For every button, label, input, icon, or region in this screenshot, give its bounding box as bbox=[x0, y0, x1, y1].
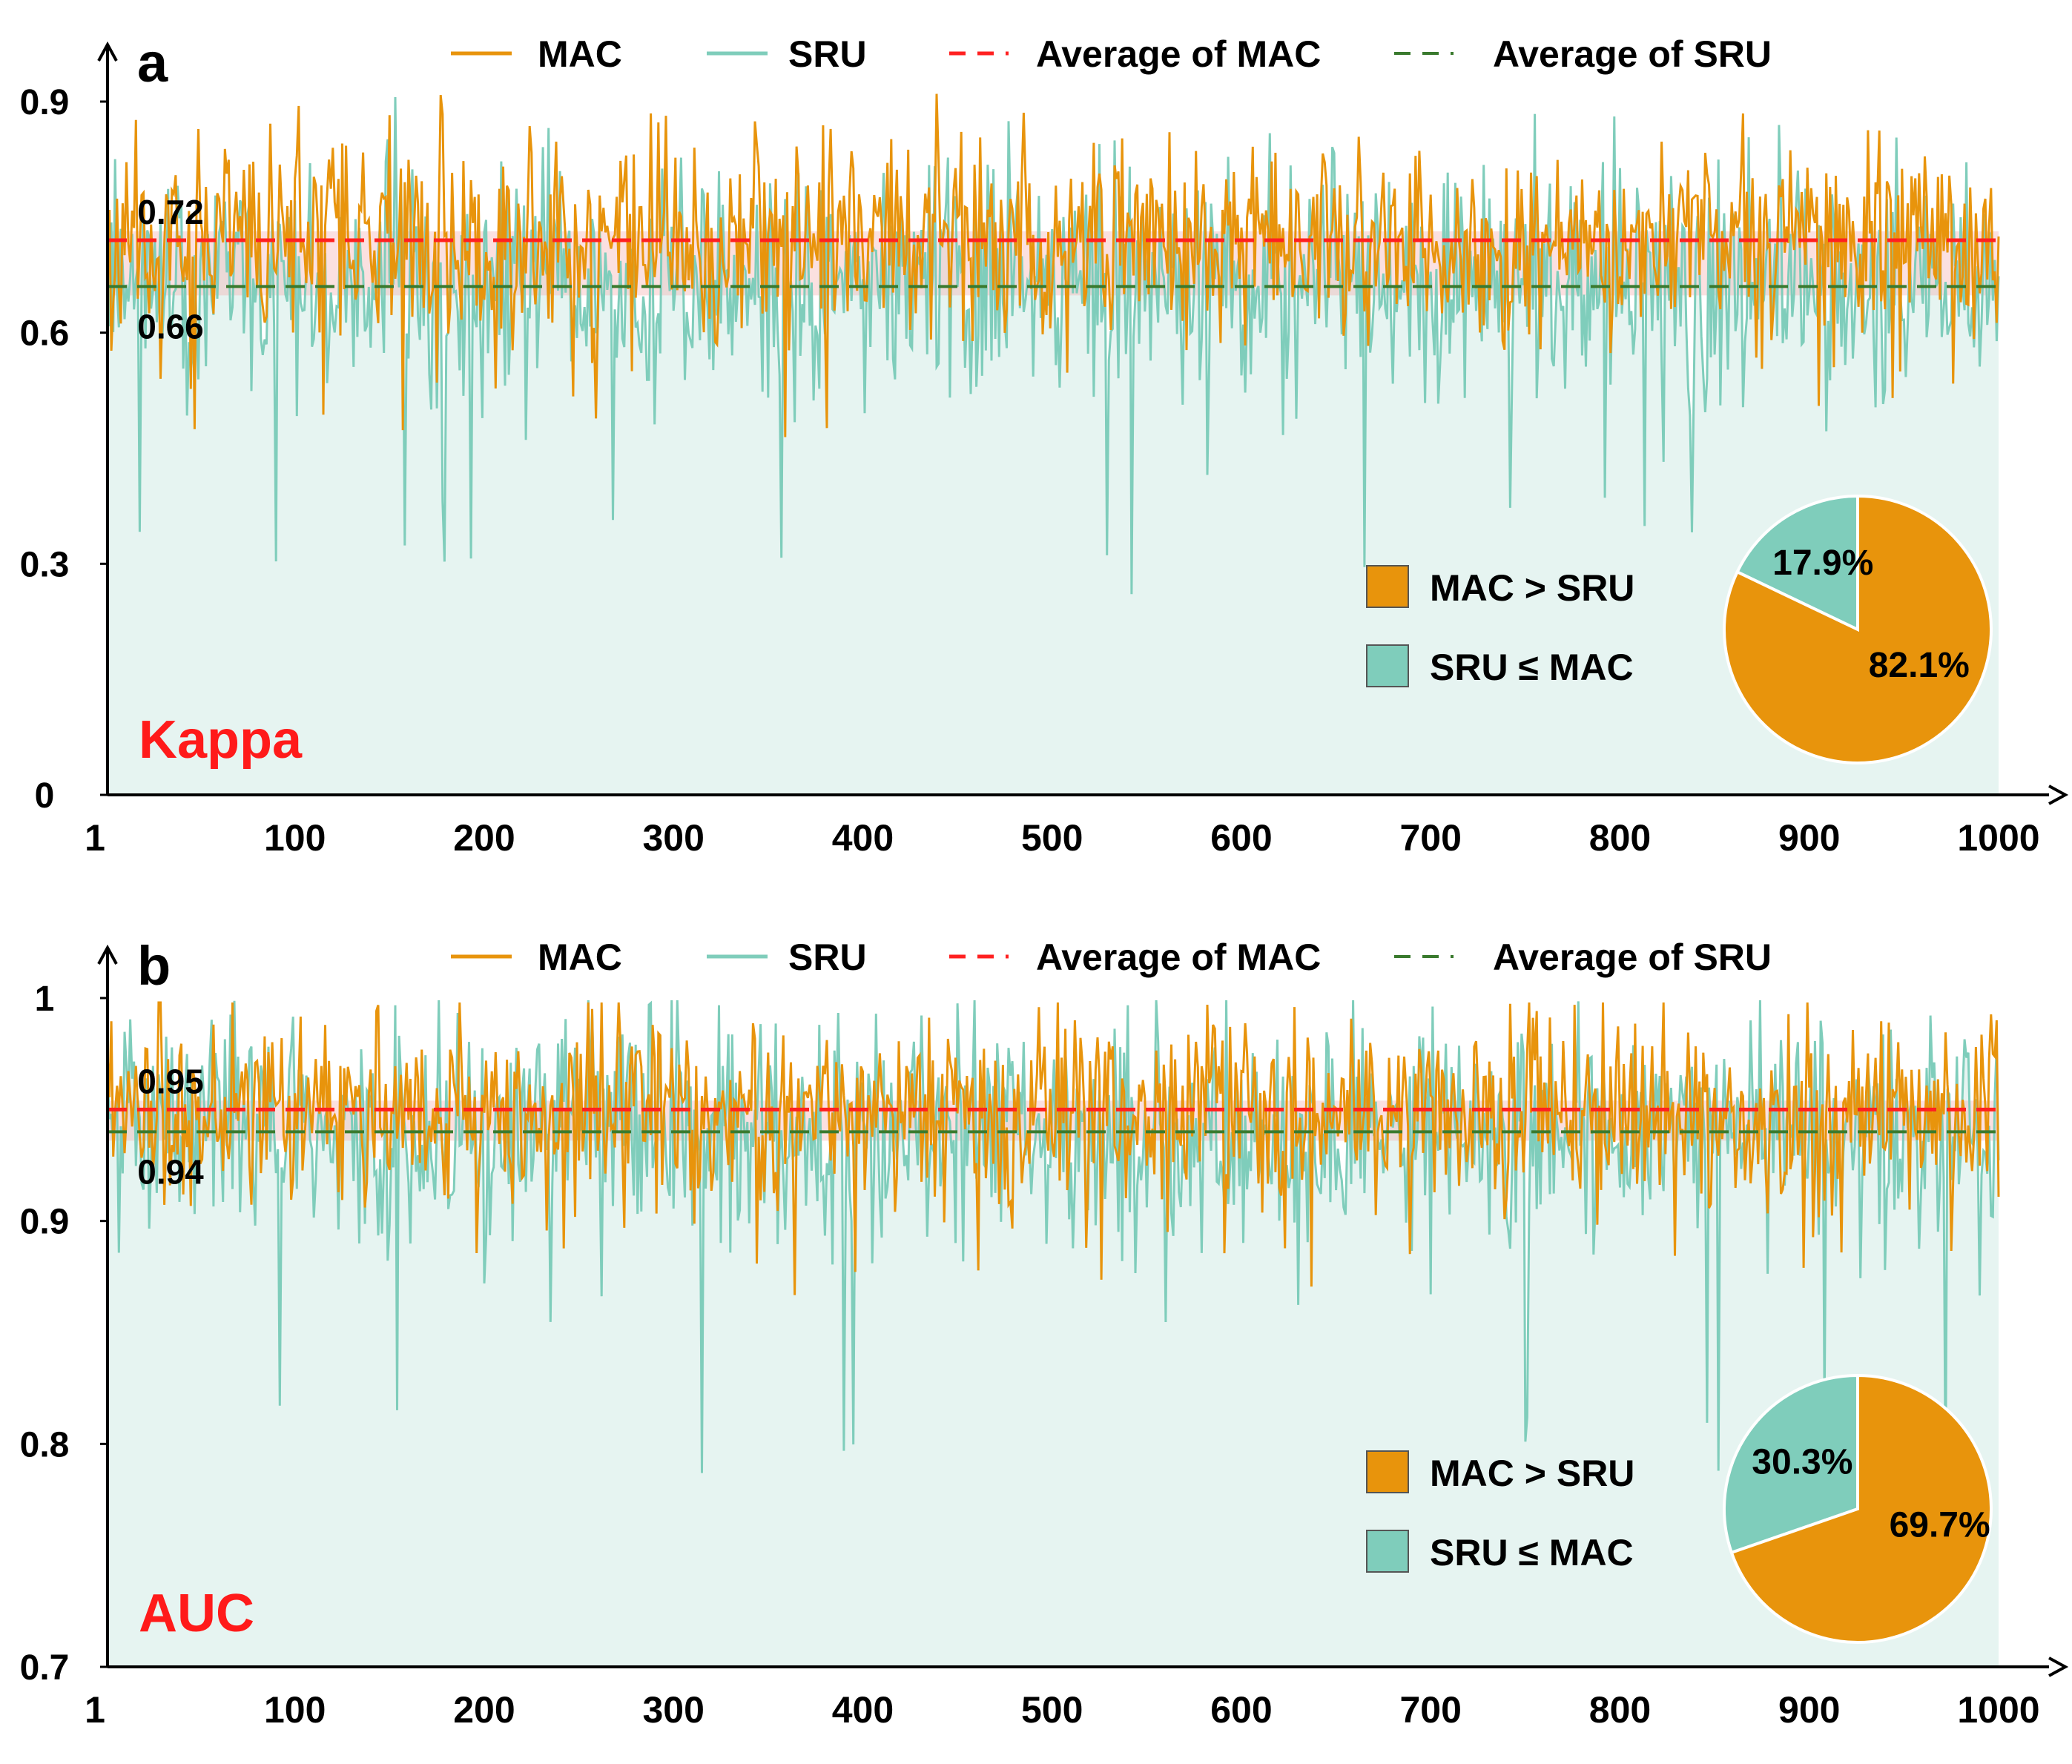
x-axis-arrow bbox=[2048, 784, 2069, 805]
x-tick-label: 100 bbox=[264, 817, 326, 859]
x-tick-label: 700 bbox=[1400, 817, 1462, 859]
legend-mac-label: MAC bbox=[538, 936, 622, 978]
pie-chart: 30.3% 69.7% bbox=[1723, 1373, 1993, 1644]
x-tick-label: 1000 bbox=[1957, 817, 2039, 859]
pie-legend: MAC > SRU SRU ≤ MAC bbox=[1366, 565, 1634, 688]
x-tick-label: 200 bbox=[453, 1689, 515, 1731]
x-tick-label: 600 bbox=[1210, 817, 1272, 859]
pie-label-sru: 17.9% bbox=[1772, 544, 1873, 583]
x-tick-label: 900 bbox=[1778, 817, 1840, 859]
legend-avg-sru-label: Average of SRU bbox=[1493, 936, 1772, 978]
mac-series-line bbox=[106, 1001, 2000, 1295]
axes: 0 0.3 0.6 0.9 1 100 200 300 400 500 600 700 800 900 10… bbox=[20, 41, 2069, 859]
y-tick-label: 0.9 bbox=[20, 1203, 70, 1242]
y-tick-label: 0.6 bbox=[20, 314, 70, 354]
average-mac-value-label: 0.72 bbox=[137, 193, 204, 231]
legend-mac-label: MAC bbox=[538, 33, 622, 75]
y-tick-label: 0.9 bbox=[20, 83, 70, 122]
legend: MAC SRU Average of MAC Average of SRU bbox=[451, 33, 1772, 75]
y-axis-arrow bbox=[97, 41, 118, 62]
x-tick-label: 800 bbox=[1589, 1689, 1651, 1731]
metric-label: Kappa bbox=[139, 710, 303, 770]
legend-avg-mac-label: Average of MAC bbox=[1036, 33, 1321, 75]
pie-label-mac: 69.7% bbox=[1890, 1505, 1990, 1545]
x-tick-label: 600 bbox=[1210, 1689, 1272, 1731]
x-tick-label: 900 bbox=[1778, 1689, 1840, 1731]
x-tick-label: 500 bbox=[1021, 817, 1083, 859]
legend-sru-label: SRU bbox=[788, 33, 867, 75]
x-tick-label: 300 bbox=[642, 1689, 704, 1731]
legend-avg-mac-label: Average of MAC bbox=[1036, 936, 1321, 978]
panel-b-auc: 0.95 0.94 0.7 0.8 0.9 1 1 100 200 300 400 500 600 7… bbox=[20, 935, 2069, 1731]
pie-legend-mac-label: MAC > SRU bbox=[1430, 1453, 1634, 1494]
x-tick-label: 500 bbox=[1021, 1689, 1083, 1731]
x-tick-label: 100 bbox=[264, 1689, 326, 1731]
pie-slice-sru bbox=[1735, 494, 1859, 632]
legend-avg-sru-label: Average of SRU bbox=[1493, 33, 1772, 75]
pie-slice-sru bbox=[1723, 1373, 1859, 1555]
x-tick-label: 1 bbox=[85, 1689, 105, 1731]
y-tick-label: 0.7 bbox=[20, 1648, 70, 1688]
x-tick-label: 400 bbox=[832, 817, 894, 859]
panel-letter: b bbox=[137, 935, 171, 997]
x-tick-label: 800 bbox=[1589, 817, 1651, 859]
panel-letter: a bbox=[137, 32, 168, 93]
axes: 0.7 0.8 0.9 1 1 100 200 300 400 500 600 700 800 900 10… bbox=[20, 944, 2069, 1731]
pie-legend-sru-label: SRU ≤ MAC bbox=[1430, 647, 1634, 688]
pie-label-mac: 82.1% bbox=[1869, 646, 1970, 685]
pie-legend-mac-swatch bbox=[1366, 565, 1409, 608]
average-sru-value-label: 0.66 bbox=[137, 307, 204, 346]
x-tick-label: 400 bbox=[832, 1689, 894, 1731]
x-tick-label: 200 bbox=[453, 817, 515, 859]
pie-label-sru: 30.3% bbox=[1752, 1443, 1852, 1482]
sru-series-line bbox=[106, 1000, 2000, 1487]
pie-chart: 17.9% 82.1% bbox=[1723, 494, 1993, 764]
y-tick-label: 0.8 bbox=[20, 1425, 70, 1464]
mac-series-line bbox=[106, 93, 2000, 437]
x-tick-label: 300 bbox=[642, 817, 704, 859]
x-tick-label: 1000 bbox=[1957, 1689, 2039, 1731]
x-tick-label: 1 bbox=[85, 817, 105, 859]
legend-sru-label: SRU bbox=[788, 936, 867, 978]
pie-legend-sru-label: SRU ≤ MAC bbox=[1430, 1532, 1634, 1573]
sru-area-fill bbox=[108, 1000, 1999, 1667]
pie-legend-sru-swatch bbox=[1366, 644, 1409, 687]
pie-legend: MAC > SRU SRU ≤ MAC bbox=[1366, 1450, 1634, 1573]
average-mac-value-label: 0.95 bbox=[137, 1062, 204, 1100]
panel-a-kappa: 0.72 0.66 0 0.3 0.6 0.9 1 100 200 300 400 500 600 7… bbox=[20, 32, 2069, 859]
y-tick-label: 1 bbox=[35, 980, 55, 1019]
pie-legend-sru-swatch bbox=[1366, 1530, 1409, 1573]
pie-legend-mac-label: MAC > SRU bbox=[1430, 567, 1634, 609]
y-tick-label: 0 bbox=[35, 776, 55, 816]
metric-label: AUC bbox=[139, 1584, 254, 1643]
pie-slice-mac bbox=[1729, 1373, 1993, 1644]
pie-slice-mac bbox=[1723, 494, 1993, 764]
x-axis-arrow bbox=[2048, 1656, 2069, 1677]
legend: MAC SRU Average of MAC Average of SRU bbox=[451, 936, 1772, 978]
average-sru-value-label: 0.94 bbox=[137, 1152, 204, 1191]
y-axis-arrow bbox=[97, 944, 118, 965]
pie-legend-mac-swatch bbox=[1366, 1450, 1409, 1493]
y-tick-label: 0.3 bbox=[20, 545, 70, 584]
x-tick-label: 700 bbox=[1400, 1689, 1462, 1731]
